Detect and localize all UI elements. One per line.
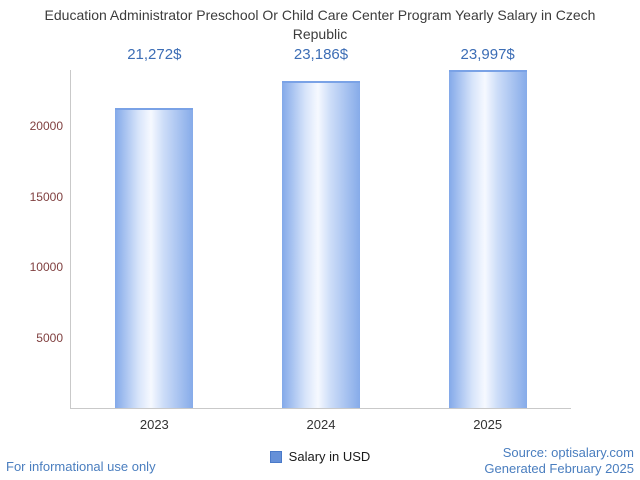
generated-date: Generated February 2025: [484, 460, 634, 476]
bar-value-label: 23,997$: [460, 46, 515, 63]
x-axis-tick-label: 2024: [306, 417, 336, 432]
bar-2023[interactable]: [115, 108, 194, 408]
legend-label: Salary in USD: [288, 449, 371, 464]
x-axis-tick-label: 2023: [139, 417, 169, 432]
bar-value-label: 21,272$: [127, 46, 182, 63]
legend-swatch-icon: [269, 450, 282, 463]
bar-value-label: 23,186$: [293, 46, 349, 63]
source-block: Source: optisalary.com Generated Februar…: [484, 445, 634, 478]
disclaimer-text: For informational use only: [6, 459, 156, 474]
chart-title: Education Administrator Preschool Or Chi…: [44, 7, 596, 42]
y-axis-tick-label: 5000: [36, 330, 63, 345]
bar-2024[interactable]: [282, 81, 360, 408]
y-axis-tick-label: 15000: [29, 189, 63, 204]
y-axis-tick-label: 20000: [29, 119, 63, 134]
bar-2025[interactable]: [448, 70, 527, 408]
y-axis-tick-label: 10000: [29, 260, 63, 275]
x-axis-tick-label: 2025: [473, 417, 503, 432]
plot-area: 5000 10000 15000 20000 21,272$ 2023 23,186$ 202…: [30, 46, 571, 432]
legend: Salary in USD: [0, 449, 640, 464]
source-link[interactable]: Source: optisalary.com: [502, 444, 634, 460]
